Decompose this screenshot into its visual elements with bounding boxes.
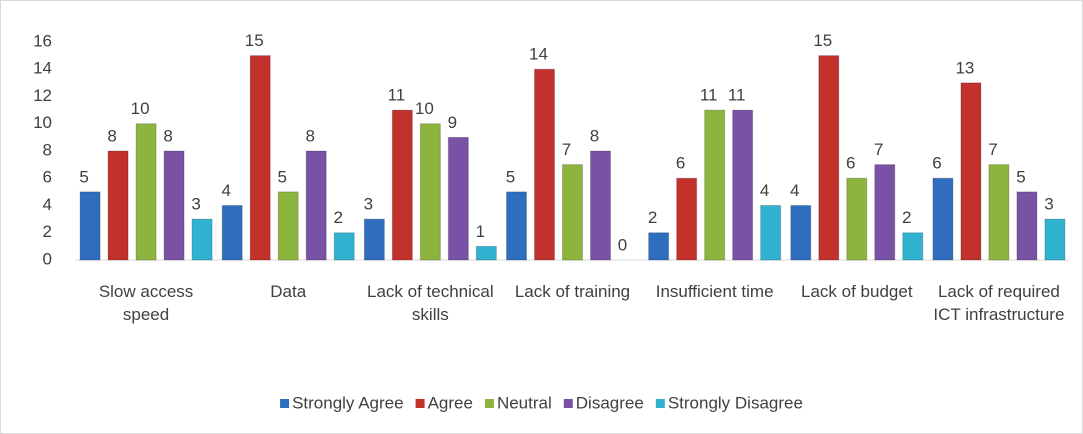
legend-label: Strongly Disagree (668, 393, 803, 412)
legend-swatch (415, 399, 425, 408)
x-tick-label: Slow access speed (98, 282, 194, 324)
bar (818, 55, 840, 261)
bar (447, 136, 469, 261)
data-label: 10 (415, 99, 434, 118)
data-label: 5 (1016, 167, 1025, 186)
bar (419, 123, 441, 261)
bar (221, 205, 243, 261)
legend-swatch (280, 399, 290, 408)
data-label: 2 (648, 208, 657, 227)
data-label: 3 (191, 195, 200, 214)
x-tick-label: Lack of technical skills (367, 282, 494, 324)
bar (676, 177, 698, 261)
bar (874, 164, 896, 261)
data-label: 2 (902, 208, 911, 227)
data-label: 10 (131, 99, 150, 118)
bar (107, 150, 129, 261)
data-label: 3 (364, 195, 373, 214)
bar (475, 245, 497, 261)
data-label: 6 (932, 154, 941, 173)
bar (960, 82, 982, 261)
data-label: 3 (1044, 195, 1053, 214)
legend-label: Neutral (497, 393, 552, 412)
bar (534, 68, 555, 261)
bar (305, 150, 327, 261)
data-label: 11 (388, 86, 406, 105)
bar (732, 109, 754, 261)
data-label: 13 (955, 58, 974, 77)
legend-swatch (484, 399, 494, 408)
bar (506, 191, 527, 261)
legend-label: Agree (428, 393, 473, 412)
data-label: 11 (700, 86, 718, 105)
bar (902, 232, 924, 261)
y-tick-label: 6 (43, 168, 52, 187)
bar (163, 150, 185, 261)
y-tick-label: 12 (33, 86, 52, 105)
y-tick-label: 0 (43, 249, 52, 268)
bar (79, 191, 101, 261)
x-tick-label: Insufficient time (655, 282, 774, 301)
data-label: 4 (760, 181, 769, 200)
data-label: 8 (590, 126, 599, 145)
data-label: 2 (333, 208, 342, 227)
data-label: 8 (163, 126, 172, 145)
x-tick-label: Lack of budget (801, 282, 913, 301)
bar (1016, 191, 1038, 261)
data-label: 4 (790, 181, 799, 200)
data-label: 15 (813, 31, 832, 50)
y-tick-label: 2 (43, 222, 52, 241)
legend-label: Disagree (576, 393, 644, 412)
y-tick-label: 4 (43, 195, 52, 214)
data-label: 1 (476, 222, 485, 241)
y-tick-label: 10 (33, 113, 52, 132)
data-label: 8 (107, 126, 116, 145)
bar (562, 164, 583, 261)
x-tick-label: Lack of training (514, 282, 631, 301)
data-label: 5 (79, 167, 88, 186)
legend-label: Strongly Agree (292, 393, 404, 412)
bar (391, 109, 413, 261)
y-tick-label: 8 (43, 140, 52, 159)
bar (648, 232, 670, 261)
bar (277, 191, 299, 261)
bar (363, 218, 385, 261)
data-label: 4 (221, 181, 230, 200)
bar (704, 109, 726, 261)
data-label: 15 (245, 31, 264, 50)
bar (1044, 218, 1066, 261)
bar (333, 232, 355, 261)
data-label: 5 (277, 167, 286, 186)
bar (760, 205, 782, 261)
bar (191, 218, 213, 261)
y-tick-label: 14 (33, 59, 52, 78)
bar (249, 55, 271, 261)
data-label: 11 (728, 86, 746, 105)
x-tick-label: Data (270, 282, 307, 301)
bar (932, 177, 954, 261)
data-label: 6 (846, 154, 855, 173)
legend-swatch (655, 399, 665, 408)
data-label: 0 (618, 235, 627, 254)
bar (135, 123, 157, 261)
bar (790, 205, 812, 261)
bar (590, 150, 611, 261)
bar (988, 164, 1010, 261)
y-tick-label: 16 (33, 31, 52, 50)
data-label: 8 (305, 126, 314, 145)
data-label: 7 (988, 140, 997, 159)
data-label: 5 (506, 167, 515, 186)
bar (846, 177, 868, 261)
legend-swatch (563, 399, 573, 408)
data-label: 7 (874, 140, 883, 159)
data-label: 6 (676, 154, 685, 173)
x-tick-label: Lack of required ICT infrastructure (933, 282, 1065, 324)
data-label: 7 (562, 140, 571, 159)
data-label: 9 (448, 113, 457, 132)
data-label: 14 (529, 45, 548, 64)
